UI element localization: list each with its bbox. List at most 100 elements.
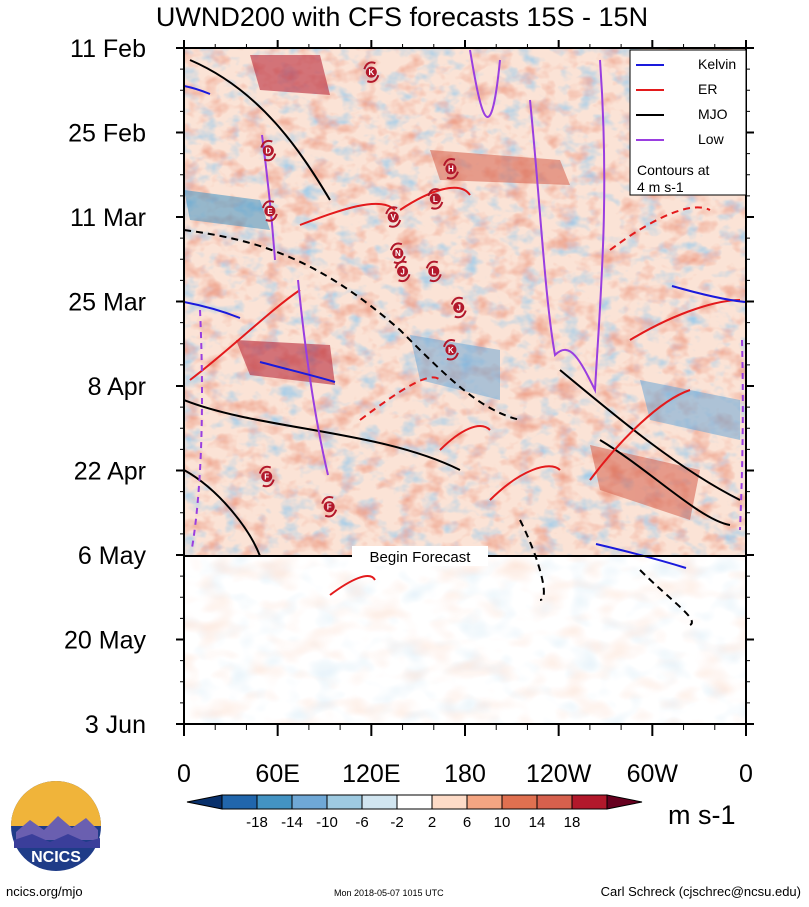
x-tick-label: 60E (255, 760, 299, 788)
colorbar-level-label: -18 (246, 814, 268, 831)
storm-marker: H (443, 157, 459, 180)
storm-marker: L (425, 260, 442, 283)
colorbar-units: m s-1 (668, 800, 736, 830)
colorbar-swatch (396, 794, 433, 810)
low-contour (739, 339, 744, 531)
storm-marker-arms (260, 139, 277, 162)
colorbar-swatch (326, 794, 363, 810)
colorbar-level-label: 6 (463, 814, 471, 831)
er-contour (439, 425, 491, 451)
colorbar-swatch (606, 794, 643, 810)
colorbar-swatch (536, 794, 573, 810)
footer-timestamp: Mon 2018-05-07 1015 UTC (334, 888, 444, 898)
storm-marker: E (261, 200, 278, 222)
logo-text: NCICS (31, 849, 81, 866)
colorbar-level-label: -2 (390, 814, 403, 831)
storm-marker-label: J (400, 267, 404, 276)
x-axis: 0 60E 120E 180 120W 60W 0 (177, 40, 753, 788)
mjo-contour (599, 439, 731, 526)
colorbar-level-label: -6 (355, 814, 368, 831)
legend-label-mjo: MJO (698, 106, 728, 122)
colorbar-level-label: -14 (281, 814, 303, 831)
storm-marker-disc (262, 145, 274, 157)
low-contour (529, 59, 606, 394)
storm-marker-disc (392, 247, 404, 259)
storm-marker: J (450, 296, 467, 319)
x-tick-label: 0 (177, 760, 191, 788)
y-tick-label: 25 Feb (68, 120, 146, 148)
storm-marker-arms (427, 188, 444, 210)
storm-marker: L (427, 188, 444, 210)
x-tick-label: 60W (627, 760, 679, 788)
storm-marker-disc (397, 265, 409, 277)
anomaly-bands (184, 55, 740, 520)
storm-marker-arms (385, 206, 402, 228)
storm-marker-label: E (267, 207, 273, 216)
colorbar-swatch (256, 794, 293, 810)
mjo-contour (639, 569, 693, 626)
storm-marker-label: F (327, 503, 332, 512)
kelvin-contour (184, 85, 211, 95)
low-contour (469, 49, 501, 118)
storm-marker-label: L (431, 267, 436, 276)
colorbar-swatch (221, 794, 258, 810)
storm-marker-disc (429, 193, 441, 205)
storm-marker-disc (428, 265, 440, 277)
storm-marker-disc (365, 66, 377, 78)
storm-marker-arms (321, 495, 338, 518)
mjo-contour (519, 519, 545, 601)
y-tick-label: 11 Mar (70, 204, 146, 232)
er-contour (399, 186, 471, 211)
storm-marker-label: K (368, 68, 374, 77)
x-tick-label: 120W (526, 760, 592, 788)
mjo-contour (559, 369, 741, 501)
legend-label-er: ER (698, 81, 717, 97)
kelvin-contour (259, 361, 336, 383)
mjo-contour (184, 229, 521, 421)
y-tick-label: 3 Jun (85, 711, 146, 739)
storm-marker-arms (258, 465, 275, 488)
storm-marker-disc (323, 501, 335, 513)
storm-marker-label: D (265, 147, 271, 156)
colorbar-level-label: 18 (564, 814, 581, 831)
colorbar-level-label: -10 (316, 814, 338, 831)
y-tick-label: 25 Mar (68, 289, 146, 317)
mjo-contour (189, 59, 331, 201)
colorbar-level-label: 2 (428, 814, 436, 831)
er-contour (359, 376, 441, 421)
colorbar-swatch (431, 794, 468, 810)
forecast-label: Begin Forecast (370, 549, 472, 566)
legend-note-line2: 4 m s-1 (637, 179, 684, 195)
kelvin-contour (671, 285, 746, 303)
mjo-contour (184, 399, 461, 471)
kelvin-contour (184, 301, 241, 319)
er-contour (609, 206, 711, 251)
legend-label-low: Low (698, 131, 725, 147)
storm-marker-label: V (391, 213, 397, 222)
storm-marker: D (260, 139, 277, 162)
colorbar-swatch (361, 794, 398, 810)
y-tick-label: 8 Apr (88, 373, 146, 401)
storm-marker-arms (450, 296, 467, 319)
storm-marker-disc (264, 205, 276, 217)
storm-marker: J (394, 260, 411, 283)
storm-marker-arms (363, 61, 380, 83)
storm-marker-disc (445, 163, 457, 175)
storm-marker-label: H (448, 165, 454, 174)
storm-marker-disc (445, 344, 457, 356)
footer-url[interactable]: ncics.org/mjo (6, 884, 83, 899)
footer-author: Carl Schreck (cjschrec@ncsu.edu) (600, 884, 801, 899)
y-tick-label: 20 May (64, 627, 146, 655)
legend-note-line1: Contours at (637, 162, 709, 178)
storm-marker-label: F (264, 473, 269, 482)
y-tick-label: 22 Apr (74, 458, 146, 486)
colorbar-swatch (291, 794, 328, 810)
storm-marker: F (321, 495, 338, 518)
storm-marker-disc (453, 302, 465, 314)
x-tick-label: 180 (444, 760, 486, 788)
storm-marker-arms (443, 339, 459, 361)
storm-marker-arms (443, 157, 459, 180)
storm-marker-label: N (395, 249, 401, 258)
